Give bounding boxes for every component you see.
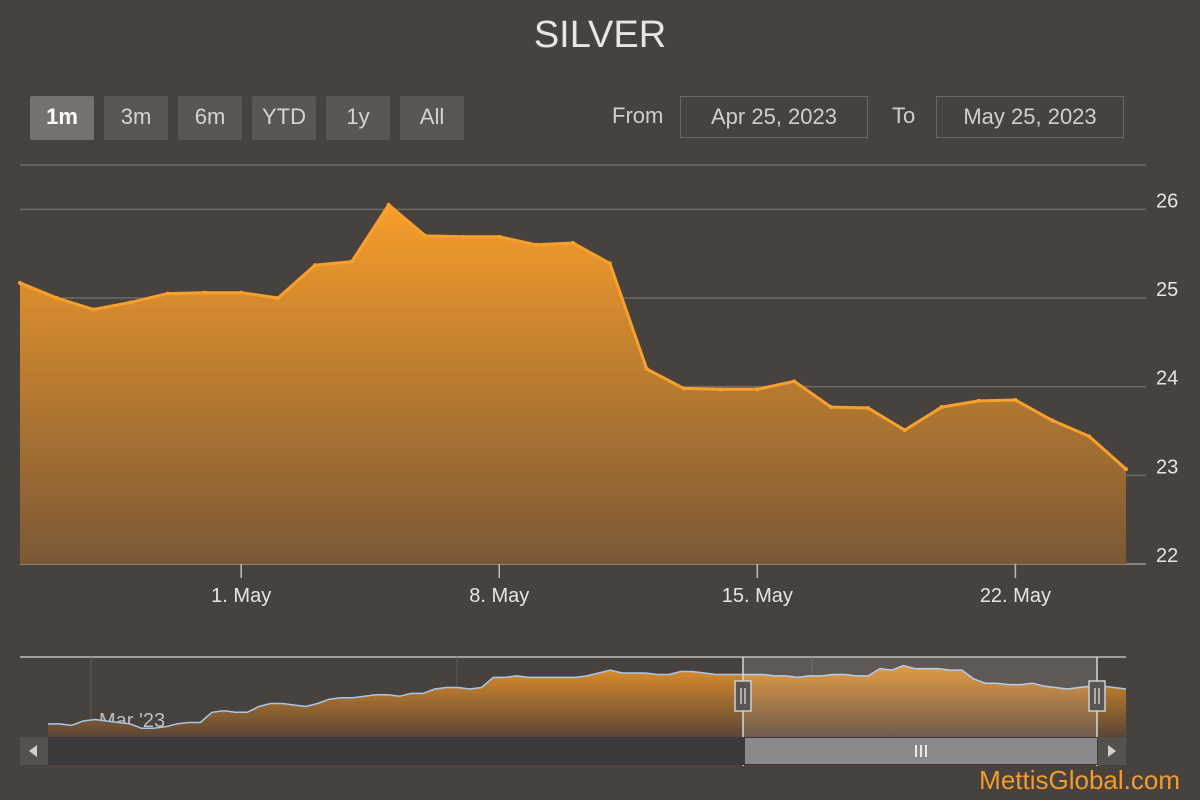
data-point	[681, 386, 686, 391]
data-point	[976, 398, 981, 403]
range-button-3m[interactable]: 3m	[104, 96, 168, 140]
x-tick-label: 15. May	[722, 585, 793, 607]
navigator-line	[48, 664, 1127, 730]
credit-link[interactable]: MettisGlobal.com	[979, 765, 1180, 795]
navigator[interactable]: Mar '23Apr '23May '23	[20, 656, 1127, 766]
from-date-input[interactable]: Apr 25, 2023	[680, 96, 868, 138]
grip-icon	[915, 745, 927, 757]
navigator-selection[interactable]	[743, 657, 1097, 737]
x-tick-label: 8. May	[469, 585, 529, 607]
x-tick-label: 22. May	[980, 585, 1051, 607]
data-point	[165, 291, 170, 296]
data-point	[386, 202, 391, 207]
data-point	[423, 233, 428, 238]
range-button-1y[interactable]: 1y	[326, 96, 390, 140]
data-point	[497, 234, 502, 239]
data-point	[829, 405, 834, 410]
series-points	[18, 202, 1128, 472]
data-point	[607, 261, 612, 266]
y-tick-label: 22	[1156, 545, 1178, 567]
triangle-left-icon	[29, 745, 37, 757]
data-point	[792, 379, 797, 384]
triangle-right-icon	[1108, 745, 1116, 757]
range-button-6m[interactable]: 6m	[178, 96, 242, 140]
data-point	[939, 405, 944, 410]
data-point	[755, 387, 760, 392]
x-tick-label: 1. May	[211, 585, 271, 607]
y-axis-ticks: 22 23 24 25 26	[1156, 190, 1178, 567]
range-button-all[interactable]: All	[400, 96, 464, 140]
y-tick-label: 26	[1156, 190, 1178, 212]
data-point	[312, 263, 317, 268]
data-point	[202, 290, 207, 295]
data-point	[718, 387, 723, 392]
data-point	[239, 290, 244, 295]
data-point	[1087, 434, 1092, 439]
chart-title: SILVER	[533, 14, 667, 56]
data-point	[349, 259, 354, 264]
data-point	[128, 300, 133, 305]
range-button-ytd[interactable]: YTD	[252, 96, 316, 140]
data-point	[1050, 418, 1055, 423]
data-point	[18, 280, 22, 285]
to-date-input[interactable]: May 25, 2023	[936, 96, 1124, 138]
data-point	[1013, 397, 1018, 402]
x-axis-ticks: 1. May 8. May 15. May 22. May	[211, 564, 1051, 607]
data-point	[54, 296, 59, 300]
data-point	[91, 307, 96, 312]
y-tick-label: 25	[1156, 279, 1178, 301]
range-button-1m[interactable]: 1m	[30, 96, 94, 140]
data-point	[1124, 467, 1128, 472]
y-tick-label: 24	[1156, 368, 1178, 390]
to-label: To	[892, 103, 916, 128]
data-point	[902, 428, 907, 433]
data-point	[571, 241, 575, 246]
series-area-fill	[20, 204, 1126, 564]
scrollbar[interactable]	[20, 737, 1126, 765]
y-tick-label: 23	[1156, 456, 1178, 478]
data-point	[460, 234, 465, 239]
navigator-left-handle[interactable]	[734, 680, 752, 712]
data-point	[534, 242, 539, 247]
navigator-area-fill	[48, 665, 1126, 737]
data-point	[276, 296, 281, 300]
data-point	[644, 366, 649, 371]
data-point	[865, 405, 870, 410]
from-label: From	[612, 103, 664, 128]
navigator-right-handle[interactable]	[1088, 680, 1106, 712]
